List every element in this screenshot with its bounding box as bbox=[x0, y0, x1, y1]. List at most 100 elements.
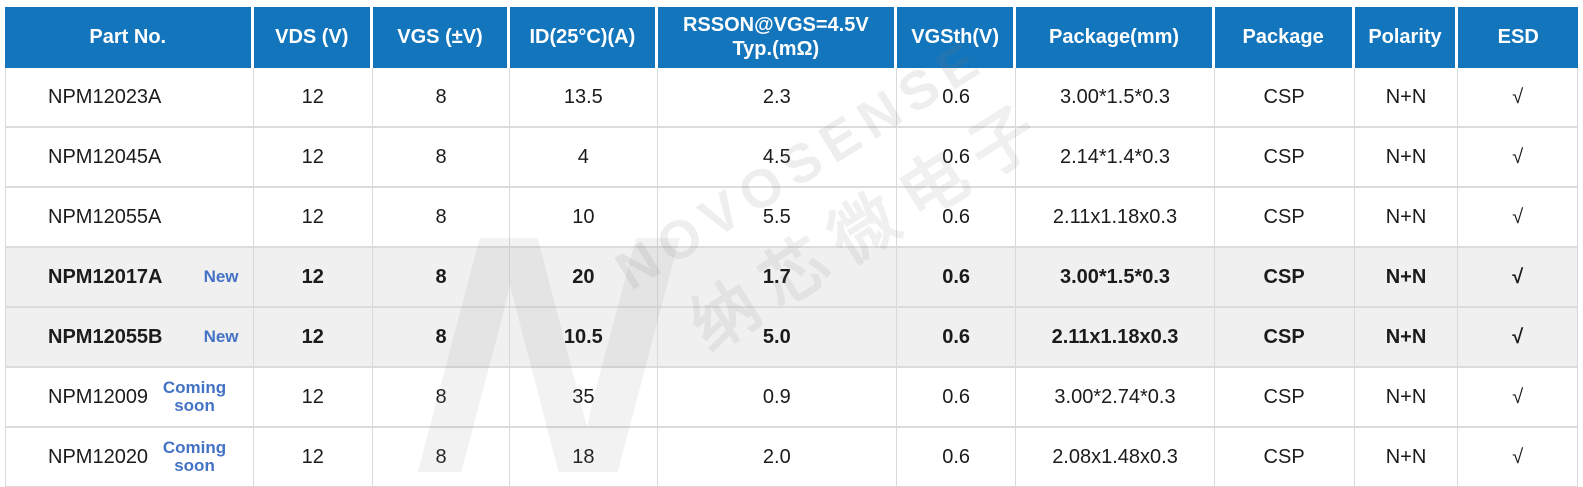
cell-vds: 12 bbox=[253, 68, 374, 128]
cell-vgsth: 0.6 bbox=[896, 248, 1017, 308]
cell-vgsth: 0.6 bbox=[896, 128, 1017, 188]
cell-vgs: 8 bbox=[373, 248, 510, 308]
cell-vgsth: 0.6 bbox=[896, 308, 1017, 368]
part-cell: NPM12045A bbox=[5, 128, 254, 188]
cell-vgs: 8 bbox=[373, 368, 510, 428]
cell-rsson: 5.0 bbox=[657, 308, 897, 368]
cell-package: CSP bbox=[1214, 248, 1355, 308]
new-badge: New bbox=[203, 326, 239, 346]
cell-polarity: N+N bbox=[1354, 188, 1459, 248]
cell-vds: 12 bbox=[253, 368, 374, 428]
cell-esd-check: √ bbox=[1458, 188, 1578, 248]
new-badge: New bbox=[203, 266, 239, 286]
cell-esd-check: √ bbox=[1458, 368, 1578, 428]
cell-id: 13.5 bbox=[509, 68, 658, 128]
cell-polarity: N+N bbox=[1354, 308, 1459, 368]
cell-package-mm: 2.08x1.48x0.3 bbox=[1016, 428, 1215, 487]
col-header-esd: ESD bbox=[1458, 7, 1578, 68]
cell-rsson: 0.9 bbox=[657, 368, 897, 428]
table-row-coming-soon: NPM12009 Coming soon 12 8 35 0.9 0.6 3.0… bbox=[5, 368, 1578, 428]
cell-vgsth: 0.6 bbox=[896, 188, 1017, 248]
cell-package: CSP bbox=[1214, 128, 1355, 188]
table-row: NPM12045A 12 8 4 4.5 0.6 2.14*1.4*0.3 CS… bbox=[5, 128, 1578, 188]
cell-rsson: 5.5 bbox=[657, 188, 897, 248]
col-header-part-no: Part No. bbox=[5, 7, 254, 68]
cell-vgs: 8 bbox=[373, 188, 510, 248]
table-row-new-product: NPM12017A New 12 8 20 1.7 0.6 3.00*1.5*0… bbox=[5, 248, 1578, 308]
cell-vds: 12 bbox=[253, 428, 374, 487]
table-row: NPM12055A 12 8 10 5.5 0.6 2.11x1.18x0.3 … bbox=[5, 188, 1578, 248]
cell-vgs: 8 bbox=[373, 428, 510, 487]
col-header-package: Package bbox=[1214, 7, 1355, 68]
cell-package: CSP bbox=[1214, 68, 1355, 128]
cell-package-mm: 3.00*2.74*0.3 bbox=[1016, 368, 1215, 428]
part-number: NPM12023A bbox=[48, 85, 162, 108]
cell-vgs: 8 bbox=[373, 68, 510, 128]
part-number: NPM12055B bbox=[48, 325, 163, 348]
cell-id: 10 bbox=[509, 188, 658, 248]
cell-polarity: N+N bbox=[1354, 428, 1459, 487]
cell-id: 10.5 bbox=[509, 308, 658, 368]
cell-esd-check: √ bbox=[1458, 248, 1578, 308]
cell-rsson: 4.5 bbox=[657, 128, 897, 188]
cell-package-mm: 2.11x1.18x0.3 bbox=[1016, 188, 1215, 248]
col-header-id: ID(25°C)(A) bbox=[509, 7, 658, 68]
cell-id: 20 bbox=[509, 248, 658, 308]
part-cell: NPM12055B New bbox=[5, 308, 254, 368]
cell-id: 35 bbox=[509, 368, 658, 428]
coming-soon-badge: Coming soon bbox=[162, 377, 227, 415]
cell-vds: 12 bbox=[253, 248, 374, 308]
cell-package: CSP bbox=[1214, 308, 1355, 368]
table-row: NPM12023A 12 8 13.5 2.3 0.6 3.00*1.5*0.3… bbox=[5, 68, 1578, 128]
cell-vgsth: 0.6 bbox=[896, 68, 1017, 128]
part-number: NPM12020 bbox=[48, 445, 149, 468]
cell-package-mm: 2.14*1.4*0.3 bbox=[1016, 128, 1215, 188]
cell-polarity: N+N bbox=[1354, 248, 1459, 308]
cell-package: CSP bbox=[1214, 428, 1355, 487]
cell-polarity: N+N bbox=[1354, 68, 1459, 128]
cell-rsson: 1.7 bbox=[657, 248, 897, 308]
col-header-vds: VDS (V) bbox=[253, 7, 374, 68]
cell-polarity: N+N bbox=[1354, 368, 1459, 428]
cell-package-mm: 3.00*1.5*0.3 bbox=[1016, 68, 1215, 128]
col-header-vgs: VGS (±V) bbox=[373, 7, 510, 68]
cell-vds: 12 bbox=[253, 128, 374, 188]
header-row: Part No. VDS (V) VGS (±V) ID(25°C)(A) RS… bbox=[5, 7, 1578, 68]
cell-rsson: 2.3 bbox=[657, 68, 897, 128]
cell-esd-check: √ bbox=[1458, 428, 1578, 487]
part-number: NPM12055A bbox=[48, 205, 162, 228]
cell-vgs: 8 bbox=[373, 308, 510, 368]
cell-package: CSP bbox=[1214, 188, 1355, 248]
cell-package: CSP bbox=[1214, 368, 1355, 428]
cell-polarity: N+N bbox=[1354, 128, 1459, 188]
part-number: NPM12045A bbox=[48, 145, 162, 168]
part-cell: NPM12017A New bbox=[5, 248, 254, 308]
coming-soon-badge: Coming soon bbox=[162, 437, 227, 475]
cell-vds: 12 bbox=[253, 308, 374, 368]
cell-id: 18 bbox=[509, 428, 658, 487]
part-cell: NPM12055A bbox=[5, 188, 254, 248]
cell-rsson: 2.0 bbox=[657, 428, 897, 487]
table-row-new-product: NPM12055B New 12 8 10.5 5.0 0.6 2.11x1.1… bbox=[5, 308, 1578, 368]
cell-package-mm: 2.11x1.18x0.3 bbox=[1016, 308, 1215, 368]
part-number: NPM12017A bbox=[48, 265, 163, 288]
part-cell: NPM12009 Coming soon bbox=[5, 368, 254, 428]
col-header-rsson: RSSON@VGS=4.5V Typ.(mΩ) bbox=[657, 7, 897, 68]
product-selection-table: Part No. VDS (V) VGS (±V) ID(25°C)(A) RS… bbox=[5, 7, 1578, 487]
col-header-vgsth: VGSth(V) bbox=[896, 7, 1017, 68]
cell-esd-check: √ bbox=[1458, 68, 1578, 128]
cell-esd-check: √ bbox=[1458, 308, 1578, 368]
cell-package-mm: 3.00*1.5*0.3 bbox=[1016, 248, 1215, 308]
part-cell: NPM12023A bbox=[5, 68, 254, 128]
cell-esd-check: √ bbox=[1458, 128, 1578, 188]
cell-vds: 12 bbox=[253, 188, 374, 248]
cell-id: 4 bbox=[509, 128, 658, 188]
cell-vgsth: 0.6 bbox=[896, 368, 1017, 428]
col-header-polarity: Polarity bbox=[1354, 7, 1459, 68]
part-number: NPM12009 bbox=[48, 385, 149, 408]
part-cell: NPM12020 Coming soon bbox=[5, 428, 254, 487]
table-row-coming-soon: NPM12020 Coming soon 12 8 18 2.0 0.6 2.0… bbox=[5, 428, 1578, 487]
cell-vgsth: 0.6 bbox=[896, 428, 1017, 487]
col-header-package-mm: Package(mm) bbox=[1016, 7, 1215, 68]
cell-vgs: 8 bbox=[373, 128, 510, 188]
